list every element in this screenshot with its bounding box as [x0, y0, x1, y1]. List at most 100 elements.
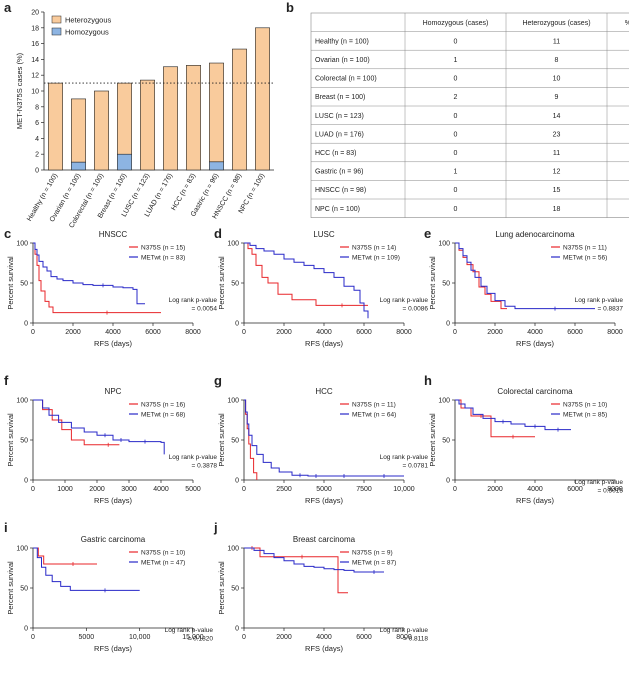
table-cell: 0: [454, 76, 458, 83]
survival-curve-metwt: [455, 242, 595, 310]
log-rank-value: = 0.0781: [403, 463, 429, 470]
bar-homozygous: [209, 161, 224, 171]
legend-label: N375S (n = 14): [352, 244, 396, 251]
log-rank-value: = 0.8837: [598, 306, 624, 313]
survival-curve-n375s: [455, 242, 507, 310]
table-cell: 11: [553, 150, 560, 157]
x-tick-label: 10,000: [129, 634, 151, 641]
table-header-cell: Homozygous (cases): [423, 20, 489, 27]
x-axis-label: RFS (days): [305, 339, 343, 348]
y-tick-label: 50: [442, 438, 450, 445]
x-tick-label: 3000: [121, 486, 137, 493]
x-tick-label: 0: [242, 634, 246, 641]
x-tick-label: HCC (n = 83): [170, 173, 197, 212]
x-tick-label: 2000: [487, 329, 503, 336]
x-tick-label: 0: [31, 634, 35, 641]
y-tick-label: 18: [31, 25, 39, 32]
table-header-cell: % N375S: [625, 20, 629, 27]
y-tick-label: 50: [231, 586, 239, 593]
log-rank-value: = 0.0086: [403, 306, 429, 313]
x-tick-label: 4000: [527, 486, 543, 493]
y-tick-label: 100: [16, 241, 28, 248]
chart-title: Colorectal carcinoma: [497, 387, 573, 396]
table-b: Homozygous (cases) Heterozygous (cases) % …: [310, 12, 629, 218]
y-tick-label: 12: [31, 73, 39, 80]
log-rank-label: Log rank p-value: [165, 627, 214, 634]
bar-homozygous: [117, 153, 132, 171]
table-cell: 10: [553, 76, 561, 83]
legend-swatch-homozygous: [51, 27, 62, 36]
legend-label: N375S (n = 10): [563, 401, 607, 408]
panel-label-g: g: [214, 373, 222, 388]
y-axis-label: Percent survival: [217, 413, 226, 467]
legend-label: METwt (n = 87): [352, 559, 396, 566]
legend-label: N375S (n = 16): [141, 401, 185, 408]
survival-curve-n375s: [244, 242, 368, 306]
bar-heterozygous: [232, 48, 247, 171]
y-tick-label: 100: [438, 398, 450, 405]
table-cell: Gastric (n = 96): [315, 169, 363, 176]
survival-chart-h: Colorectal carcinoma 0 50 100 0 2000 4000 6000 8…: [428, 387, 623, 505]
log-rank-value: = 0.3878: [192, 463, 218, 470]
y-tick-label: 50: [231, 281, 239, 288]
y-tick-label: 6: [35, 120, 39, 127]
legend-label: Homozygous: [65, 28, 109, 37]
table-cell: Healthy (n = 100): [315, 38, 369, 45]
survival-curve-metwt: [244, 242, 369, 319]
y-axis-label: Percent survival: [428, 256, 437, 310]
table-cell: Ovarian (n = 100): [315, 57, 370, 64]
x-tick-label: 8000: [396, 634, 412, 641]
legend-label: N375S (n = 11): [352, 401, 396, 408]
y-tick-label: 0: [24, 478, 28, 485]
x-tick-label: 6000: [567, 329, 583, 336]
y-tick-label: 50: [231, 438, 239, 445]
x-tick-label: 8000: [607, 329, 623, 336]
chart-title: Gastric carcinoma: [81, 535, 146, 544]
panel-label-h: h: [424, 373, 432, 388]
x-tick-label: 8000: [185, 329, 201, 336]
table-cell: LUAD (n = 176): [315, 131, 364, 138]
y-tick-label: 2: [35, 152, 39, 159]
table-cell: 2: [454, 94, 458, 101]
y-axis-label: Percent survival: [6, 413, 15, 467]
table-cell: 14: [553, 113, 561, 120]
x-tick-label: 7500: [356, 486, 372, 493]
y-tick-label: 0: [24, 321, 28, 328]
panel-label-f: f: [4, 373, 9, 388]
x-tick-label: 2000: [89, 486, 105, 493]
panel-label-e: e: [424, 226, 431, 241]
panel-label-d: d: [214, 226, 222, 241]
legend-label: N375S (n = 15): [141, 244, 185, 251]
chart-title: Breast carcinoma: [293, 535, 356, 544]
bar-heterozygous: [140, 79, 155, 171]
survival-curve-n375s: [244, 399, 258, 480]
y-tick-label: 50: [442, 281, 450, 288]
table-cell: 0: [454, 150, 458, 157]
table-cell: 15: [553, 187, 561, 194]
table-cell: 23: [553, 131, 561, 138]
y-tick-label: 10: [31, 89, 39, 96]
x-tick-label: 4000: [316, 329, 332, 336]
x-axis-label: RFS (days): [305, 644, 343, 653]
log-rank-value: = 0.8118: [403, 636, 428, 643]
x-tick-label: 4000: [316, 634, 332, 641]
survival-chart-e: Lung adenocarcinoma 0 50 100 0 2000 4000 6000 80…: [428, 230, 623, 348]
y-tick-label: 50: [20, 586, 28, 593]
survival-curve-n375s: [33, 547, 97, 565]
x-tick-label: 6000: [356, 329, 372, 336]
table-cell: 11: [553, 38, 560, 45]
panel-label-c: c: [4, 226, 11, 241]
y-tick-label: 100: [227, 241, 239, 248]
legend-label: N375S (n = 11): [563, 244, 607, 251]
bar-homozygous: [71, 161, 86, 171]
survival-curve-metwt: [244, 547, 384, 573]
survival-curve-metwt: [33, 399, 165, 455]
chart-title: Lung adenocarcinoma: [495, 230, 575, 239]
log-rank-label: Log rank p-value: [380, 627, 429, 634]
bar-heterozygous: [163, 66, 178, 171]
legend-label: METwt (n = 47): [141, 559, 185, 566]
y-tick-label: 20: [31, 10, 39, 17]
chart-title: NPC: [105, 387, 122, 396]
survival-curve-metwt: [244, 399, 404, 477]
